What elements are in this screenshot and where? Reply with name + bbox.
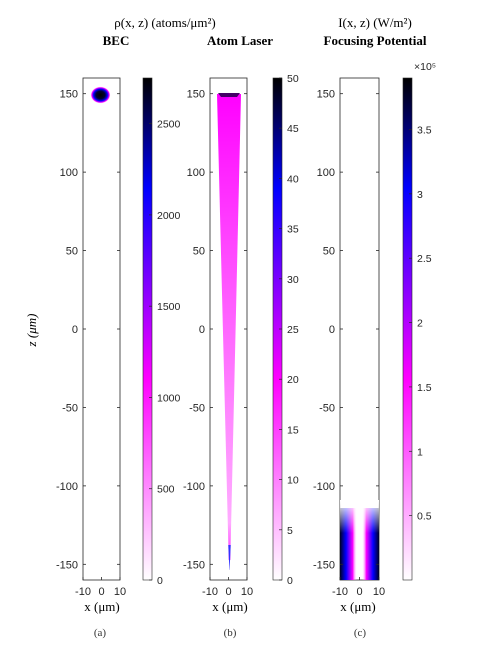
xtick-label: 10 [114, 586, 126, 598]
colorbar-tick-label: 10 [287, 475, 299, 487]
colorbar-tick-label: 45 [287, 123, 299, 135]
colorbar-tick-label: 1.5 [417, 382, 432, 394]
ytick-label: 150 [317, 89, 335, 101]
colorbar-ticks-c: 0.5 1 1.5 2 2.5 3 3.5 [409, 124, 432, 523]
colorbar-tick-label: 0 [287, 575, 293, 587]
panel-c: I(x, z) (W/m²) Focusing Potential 150100… [313, 15, 436, 639]
colorbar-tick-label: 1 [417, 446, 423, 458]
colorbar-tick-label: 1500 [157, 301, 181, 313]
colorbar-tick-label: 20 [287, 374, 299, 386]
colorbar-tick-label: 1000 [157, 392, 181, 404]
xtick-label: 10 [241, 586, 253, 598]
xlabel-c: x (μm) [340, 599, 376, 614]
colorbar-tick-label: 40 [287, 173, 299, 185]
colorbar-tick-label: 2 [417, 318, 423, 330]
xticks-a: -10 0 10 [75, 577, 126, 598]
ytick-label: -100 [313, 481, 335, 493]
bec-blob [90, 86, 111, 104]
colorbar-tick-label: 3 [417, 189, 423, 201]
xticks-b: -10 0 10 [202, 577, 253, 598]
xtick-label: 0 [356, 586, 362, 598]
xlabel-a: x (μm) [84, 599, 120, 614]
xlabel-b: x (μm) [212, 599, 248, 614]
caption-b: (b) [224, 627, 237, 639]
ytick-label: 0 [72, 324, 78, 336]
title-formula-a: ρ(x, z) (atoms/μm²) [114, 15, 215, 30]
ytick-label: -150 [183, 559, 205, 571]
colorbar-exponent-c: ×10⁵ [414, 61, 436, 73]
atom-laser-beam [217, 94, 241, 560]
colorbar-tick-label: 3.5 [417, 124, 432, 136]
panel-a: ρ(x, z) (atoms/μm²) BEC 150100500-50-100… [24, 15, 216, 639]
title-b: Atom Laser [207, 33, 273, 48]
hollow-beam-fade [340, 500, 379, 560]
ytick-label: 150 [60, 89, 78, 101]
ytick-label: 150 [187, 89, 205, 101]
colorbar-tick-label: 2000 [157, 210, 181, 222]
xtick-label: 0 [225, 586, 231, 598]
ytick-label: 100 [317, 167, 335, 179]
atom-laser-tip [228, 545, 231, 570]
plot-area-a [82, 77, 121, 581]
title-a: BEC [103, 33, 130, 48]
ytick-label: 0 [199, 324, 205, 336]
title-formula-c: I(x, z) (W/m²) [338, 15, 412, 30]
colorbar-tick-label: 25 [287, 324, 299, 336]
xtick-label: 10 [373, 586, 385, 598]
colorbar-c [402, 77, 413, 581]
ytick-label: 100 [187, 167, 205, 179]
focusing-potential [340, 500, 379, 580]
ytick-label: -100 [56, 481, 78, 493]
colorbar-ticks-a: 0 500 1000 1500 2000 2500 [149, 119, 181, 587]
xticks-c: -10 0 10 [332, 577, 385, 598]
ytick-label: 100 [60, 167, 78, 179]
caption-c: (c) [354, 627, 367, 639]
yticks-a: 150 100 50 0 -50 -100 -150 [56, 89, 120, 571]
ytick-label: -50 [319, 402, 335, 414]
title-c: Focusing Potential [324, 33, 427, 48]
colorbar-tick-label: 35 [287, 224, 299, 236]
ylabel-a: z (μm) [24, 314, 39, 348]
ytick-label: -50 [62, 402, 78, 414]
colorbar-tick-label: 5 [287, 525, 293, 537]
yticks-c: 150 100 50 0 -50 -100 -150 [313, 89, 379, 571]
colorbar-tick-label: 30 [287, 274, 299, 286]
ytick-label: -50 [189, 402, 205, 414]
ytick-label: 50 [66, 246, 78, 258]
xtick-label: -10 [202, 586, 218, 598]
colorbar-tick-label: 0.5 [417, 511, 432, 523]
colorbar-a [142, 77, 153, 581]
yticks-b: 150 100 50 0 -50 -100 -150 [183, 89, 247, 571]
caption-a: (a) [94, 627, 107, 639]
atom-laser-source [218, 93, 240, 97]
colorbar-tick-label: 15 [287, 424, 299, 436]
ytick-label: 50 [323, 246, 335, 258]
colorbar-tick-label: 0 [157, 575, 163, 587]
ytick-label: -100 [183, 481, 205, 493]
colorbar-tick-label: 500 [157, 484, 175, 496]
ytick-label: 50 [193, 246, 205, 258]
xtick-label: -10 [75, 586, 91, 598]
xtick-label: -10 [332, 586, 348, 598]
colorbar-ticks-b: 0 5 10 15 20 25 30 35 40 45 50 [279, 73, 299, 587]
colorbar-tick-label: 50 [287, 73, 299, 85]
colorbar-tick-label: 2.5 [417, 253, 432, 265]
colorbar-tick-label: 2500 [157, 119, 181, 131]
ytick-label: -150 [313, 559, 335, 571]
ytick-label: 0 [329, 324, 335, 336]
xtick-label: 0 [98, 586, 104, 598]
ytick-label: -150 [56, 559, 78, 571]
